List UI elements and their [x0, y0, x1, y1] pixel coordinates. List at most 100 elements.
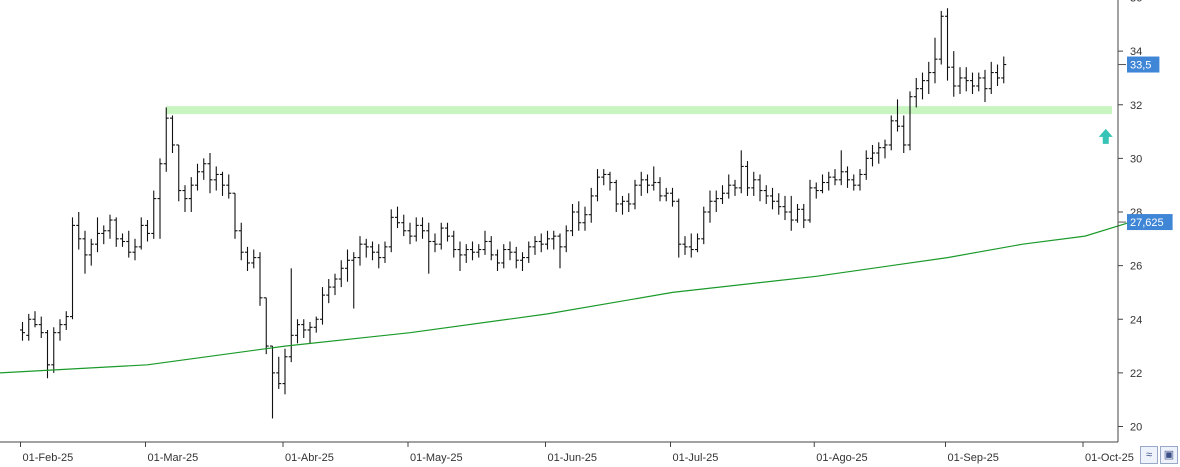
- ohlc-bar: [526, 241, 532, 263]
- ohlc-bar: [351, 252, 357, 309]
- ohlc-bar: [213, 166, 219, 191]
- ohlc-bar: [976, 72, 982, 92]
- ohlc-bar: [857, 169, 863, 191]
- ohlc-bar: [795, 203, 800, 223]
- ohlc-bar: [957, 67, 963, 95]
- ohlc-bar: [163, 107, 169, 172]
- ohlc-bar: [582, 206, 588, 231]
- ohlc-bar: [870, 144, 875, 167]
- ohlc-bar: [438, 222, 444, 250]
- x-tick-label: 01-Mar-25: [148, 452, 199, 464]
- svg-text:33,5: 33,5: [1130, 60, 1151, 72]
- ohlc-bar: [920, 72, 925, 100]
- ohlc-bar: [257, 252, 263, 306]
- ohlc-bar: [688, 233, 694, 258]
- ohlc-bar: [563, 225, 569, 253]
- ohlc-bar: [501, 244, 507, 269]
- x-tick-label: 01-Ago-25: [816, 452, 867, 464]
- x-tick-label: 01-Jul-25: [673, 452, 719, 464]
- ohlc-bar: [701, 206, 707, 245]
- ohlc-bar: [738, 150, 744, 194]
- resistance-band: [166, 106, 1112, 115]
- ohlc-bar: [532, 236, 538, 255]
- ohlc-bar: [713, 190, 719, 212]
- ohlc-bar: [1001, 56, 1007, 84]
- ohlc-bar: [876, 142, 882, 164]
- ohlc-bar: [695, 233, 700, 253]
- x-axis-ticks: 01-Feb-25 01-Mar-25 01-Abr-25 01-May-25 01-J…: [20, 442, 1134, 464]
- ohlc-bar: [782, 195, 788, 221]
- ohlc-bar: [595, 169, 600, 202]
- ohlc-bar: [332, 273, 338, 296]
- ohlc-bar: [938, 10, 944, 65]
- ohlc-bar: [451, 230, 457, 258]
- ohlc-bar: [388, 209, 394, 253]
- ohlc-bar: [288, 268, 294, 363]
- ohlc-bar: [245, 246, 250, 271]
- ohlc-bar: [270, 345, 275, 419]
- ohlc-bar: [357, 236, 363, 266]
- ohlc-bar: [276, 356, 282, 389]
- ohlc-bar: [726, 174, 732, 199]
- y-tick-label: 20: [1130, 422, 1142, 434]
- ohlc-bar: [313, 316, 319, 333]
- ohlc-bar: [970, 72, 975, 95]
- ohlc-bar: [101, 225, 107, 245]
- ohlc-bar: [663, 187, 669, 202]
- ohlc-bar: [420, 217, 425, 239]
- ohlc-bar: [513, 246, 519, 269]
- ohlc-bar: [382, 241, 388, 263]
- ohlc-bar: [632, 179, 638, 210]
- save-icon[interactable]: ▣: [1160, 446, 1178, 464]
- collapse-icon[interactable]: ≈: [1140, 446, 1158, 464]
- ohlc-bar: [26, 313, 32, 341]
- ohlc-bar: [851, 174, 857, 191]
- ohlc-bar: [657, 177, 663, 202]
- ohlc-bar: [676, 198, 682, 258]
- ohlc-bar: [907, 91, 913, 151]
- ohlc-bar: [807, 179, 813, 223]
- ohlc-bar: [157, 158, 163, 239]
- ohlc-bar: [138, 217, 144, 250]
- ohlc-bar: [707, 190, 713, 223]
- ohlc-bar: [813, 182, 819, 199]
- x-tick-label: 01-Jun-25: [548, 452, 598, 464]
- ohlc-bar: [76, 212, 82, 250]
- ohlc-bar: [545, 230, 550, 250]
- ohlc-bar: [463, 244, 469, 263]
- ohlc-bar: [651, 166, 657, 191]
- ohlc-bar: [151, 190, 157, 239]
- ohlc-bar: [20, 321, 25, 341]
- ohlc-bar: [888, 115, 894, 151]
- ohlc-bar: [401, 214, 407, 237]
- ohlc-bar: [407, 222, 413, 245]
- y-tick-label: 24: [1130, 314, 1142, 326]
- ohlc-bar: [113, 217, 119, 247]
- ohlc-bar: [470, 241, 475, 261]
- moving-average-line: [0, 222, 1129, 374]
- value-tag: 33,5: [1118, 56, 1160, 73]
- y-tick-label: 32: [1130, 100, 1142, 112]
- ohlc-bar: [770, 187, 775, 210]
- ohlc-bar: [932, 37, 938, 84]
- ohlc-bar: [638, 171, 644, 196]
- y-tick-label: 36: [1130, 0, 1142, 5]
- ohlc-bar: [757, 174, 763, 202]
- ohlc-bar: [120, 233, 125, 247]
- y-tick-label: 34: [1130, 46, 1142, 58]
- ohlc-bar: [370, 241, 375, 261]
- ohlc-bar: [838, 150, 844, 186]
- ohlc-bar: [720, 185, 725, 204]
- ohlc-bar: [895, 99, 900, 132]
- ohlc-bar: [232, 192, 238, 239]
- ohlc-bar: [363, 238, 369, 258]
- plot-background: [0, 0, 1118, 442]
- ohlc-bar: [557, 233, 563, 269]
- ohlc-bar: [176, 144, 182, 202]
- ohlc-bar: [126, 230, 132, 258]
- value-tag: 27,625: [1118, 214, 1173, 231]
- ohlc-bar: [926, 61, 932, 95]
- ohlc-bar: [645, 174, 650, 194]
- ohlc-bar: [82, 230, 88, 274]
